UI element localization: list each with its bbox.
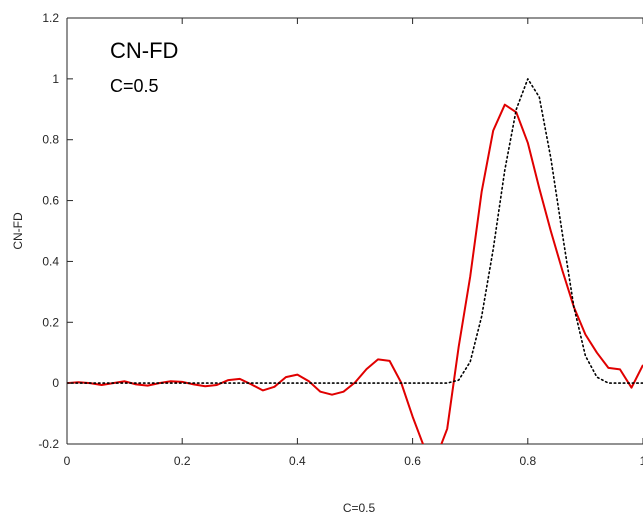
y-tick-label: 0: [52, 376, 59, 390]
x-tick-label: 0.6: [404, 454, 421, 468]
y-tick-label: -0.2: [38, 437, 59, 451]
series-line-exact: [67, 78, 643, 384]
y-tick-label: 0.2: [42, 315, 59, 329]
ticks-layer: 0 0.2 0.4 0.6 0.8 1 -0.2 0 0.2 0.4 0.6 0.8 1 1.2: [38, 11, 643, 468]
annotation-courant: C=0.5: [110, 76, 159, 96]
x-axis-label: C=0.5: [343, 501, 376, 515]
y-tick-label: 0.4: [42, 254, 59, 268]
y-tick-label: 0.8: [42, 133, 59, 147]
annotation-method: CN-FD: [110, 38, 178, 63]
x-tick-label: 0.8: [519, 454, 536, 468]
y-tick-label: 0.6: [42, 194, 59, 208]
x-tick-label: 0.2: [174, 454, 191, 468]
series-layer: [67, 78, 643, 444]
y-tick-label: 1: [52, 72, 59, 86]
y-axis-label: CN-FD: [11, 212, 25, 250]
axes-frame: [66, 17, 643, 445]
x-tick-label: 1: [640, 454, 643, 468]
y-tick-label: 1.2: [42, 11, 59, 25]
x-tick-label: 0: [64, 454, 71, 468]
x-tick-label: 0.4: [289, 454, 306, 468]
